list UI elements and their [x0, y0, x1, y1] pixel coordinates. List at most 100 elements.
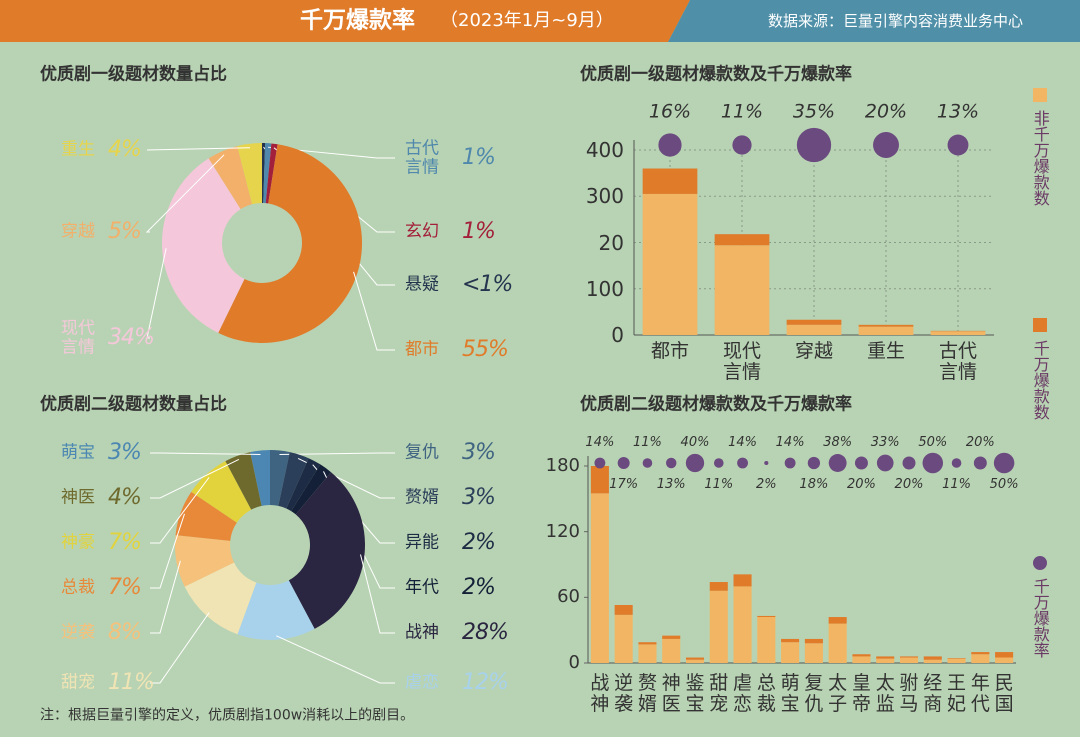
rate-bubble [658, 133, 682, 157]
pie-slice [175, 535, 235, 587]
legend-label: 非千万爆款数 [1030, 110, 1050, 206]
bar-segment [642, 193, 698, 335]
bar-segment [714, 245, 770, 335]
bar-segment [662, 635, 681, 639]
x-tick-label: 现代言情 [722, 340, 762, 383]
slice-value: 3% [108, 439, 142, 465]
leader-line [276, 635, 395, 684]
bar-segment [786, 324, 842, 335]
bar-segment [614, 614, 633, 663]
slice-value: 4% [108, 484, 142, 510]
rate-bubble [737, 457, 748, 469]
x-tick-label: 经商 [923, 672, 943, 715]
y-tick-label: 100 [585, 276, 624, 301]
leader-line [360, 554, 395, 634]
leader-line [146, 147, 251, 151]
rate-label: 38% [823, 434, 853, 450]
x-tick-label: 逆袭 [614, 672, 634, 715]
rate-label: 20% [864, 100, 908, 123]
header-title: 千万爆款率 [300, 7, 415, 34]
rate-label: 14% [585, 434, 615, 450]
bar-segment [923, 659, 942, 663]
rate-bubble [873, 132, 899, 158]
rate-bubble [951, 458, 962, 468]
bar-segment [757, 617, 776, 663]
x-tick-label: 太监 [875, 672, 895, 715]
bar-segment [757, 615, 776, 618]
x-tick-label: 鉴宝 [685, 672, 705, 715]
rate-bubble [764, 460, 769, 466]
slice-label: 都市 [404, 339, 439, 360]
x-tick-label: 古代言情 [938, 340, 978, 383]
rate-bubble [594, 457, 606, 469]
bar-segment [899, 657, 919, 663]
pie-slice [278, 452, 309, 509]
bar-segment [852, 654, 871, 657]
rate-bubble [617, 457, 630, 469]
y-tick-label: 180 [545, 455, 580, 477]
bar-segment [995, 652, 1014, 658]
slice-label: 重生 [60, 139, 95, 160]
bar-segment [614, 604, 633, 615]
bar-segment [858, 324, 914, 327]
rate-label: 11% [720, 100, 764, 123]
pie-slice [225, 452, 262, 510]
rate-bubble [828, 454, 847, 472]
x-tick-label: 皇帝 [851, 672, 871, 715]
bar-segment [828, 623, 847, 663]
slice-value: 11% [108, 669, 155, 695]
bar-segment [733, 586, 752, 663]
rate-label: 17% [609, 476, 639, 492]
leader-line [267, 146, 395, 159]
y-tick-label: 60 [557, 586, 580, 608]
rate-label: 50% [989, 476, 1019, 492]
legend-swatch [1033, 556, 1047, 570]
bar-segment [971, 652, 990, 655]
rate-bubble [665, 457, 677, 469]
pie-slice [262, 143, 266, 204]
pie-slice [286, 458, 321, 512]
rate-bubble [876, 454, 894, 472]
rate-label: 13% [656, 476, 686, 492]
slice-label: 虐恋 [404, 672, 439, 693]
bar-segment [923, 656, 942, 660]
bar-segment [930, 331, 986, 335]
rate-bubble [796, 127, 832, 163]
slice-label: 逆袭 [60, 622, 95, 643]
legend-swatch [1033, 88, 1047, 102]
chart-title: 优质剧一级题材数量占比 [40, 64, 227, 85]
rate-bubble [784, 457, 796, 469]
slice-value: 5% [108, 218, 142, 244]
rate-bubble [902, 456, 916, 470]
rate-label: 20% [965, 434, 995, 450]
rate-label: 50% [918, 434, 948, 450]
bar-segment [858, 326, 914, 335]
slice-label: 古代言情 [404, 138, 439, 177]
slice-value: 2% [462, 529, 496, 555]
x-tick-label: 神医 [661, 672, 681, 715]
leader-line [279, 452, 395, 455]
rate-bubble [854, 456, 868, 470]
rate-label: 2% [756, 476, 777, 492]
bar-segment [714, 234, 770, 246]
chart-title: 优质剧二级题材爆款数及千万爆款率 [580, 394, 852, 415]
rate-label: 11% [632, 434, 662, 450]
rate-bubble [732, 135, 752, 155]
footnote: 注：根据巨量引擎的定义，优质剧指100w消耗以上的剧目。 [40, 707, 415, 724]
slice-label: 甜宠 [60, 672, 95, 693]
slice-value: <1% [462, 271, 513, 297]
y-tick-label: 0 [611, 323, 624, 347]
bar-segment [947, 658, 966, 663]
x-tick-label: 总裁 [756, 672, 776, 715]
slice-value: 7% [108, 529, 142, 555]
pie-slice [184, 562, 257, 635]
slice-label: 玄幻 [404, 221, 439, 242]
header-right [668, 0, 1080, 42]
bar-segment [971, 654, 990, 663]
x-tick-label: 民国 [994, 672, 1014, 715]
rate-bubble [973, 456, 987, 470]
slice-value: 2% [462, 574, 496, 600]
slice-label: 总裁 [60, 577, 95, 598]
rate-label: 11% [942, 476, 971, 492]
